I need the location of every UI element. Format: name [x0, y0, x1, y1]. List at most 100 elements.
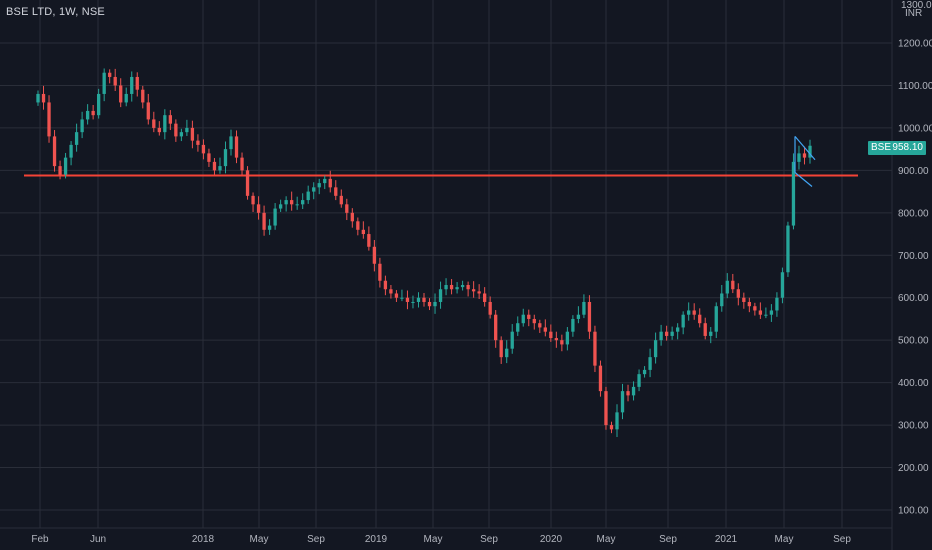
price-tick-label: 300.00	[898, 421, 929, 432]
candle-body	[323, 178, 327, 184]
candle-body	[179, 132, 184, 137]
candle-body	[797, 153, 801, 162]
candle-body	[758, 310, 763, 315]
candle-body	[389, 289, 393, 294]
price-tick-label: 200.00	[898, 463, 929, 474]
candle-body	[124, 93, 128, 103]
candle-body	[52, 136, 57, 167]
candle-body	[168, 115, 172, 124]
candle-body	[97, 93, 101, 116]
candle-body	[416, 297, 421, 302]
candle-body	[251, 195, 255, 205]
candle-body	[102, 72, 106, 94]
candle-body	[670, 331, 674, 336]
candle-body	[532, 318, 536, 324]
time-tick-label: Jun	[90, 534, 106, 545]
candle-body	[571, 318, 575, 332]
candle-body	[698, 314, 702, 324]
candle-body	[488, 301, 492, 315]
candle-body	[687, 310, 691, 315]
trendline-layer[interactable]	[794, 136, 816, 187]
candle-body	[565, 331, 570, 345]
time-axis[interactable]: Feb Jun 2018 May Sep 2019 May Sep 2020 May Sep 2021…	[31, 534, 851, 545]
candle-body	[91, 110, 95, 116]
candle-body	[273, 208, 277, 226]
price-tag-value: 958.10	[892, 142, 923, 153]
candle-body	[47, 102, 51, 137]
candle-body	[642, 369, 647, 375]
candle-body	[234, 136, 239, 158]
candle-body	[554, 338, 558, 341]
candle-body	[240, 157, 244, 171]
candle-body	[742, 297, 746, 302]
candle-body	[725, 280, 729, 294]
time-tick-label: Sep	[833, 534, 851, 545]
symbol-title[interactable]: BSE LTD, 1W, NSE	[6, 6, 105, 18]
candle-body	[328, 178, 332, 188]
candle-body	[400, 297, 404, 299]
candle-body	[229, 136, 233, 150]
currency-label: INR	[905, 8, 922, 19]
candle-body	[747, 301, 751, 307]
candle-body	[455, 287, 459, 290]
candle-body	[609, 425, 614, 430]
candle-body	[736, 289, 740, 298]
time-tick-label: May	[775, 534, 794, 545]
candle-body	[709, 331, 713, 336]
candle-body	[339, 195, 343, 205]
candle-body	[648, 357, 652, 370]
candle-body	[466, 284, 470, 290]
candle-body	[85, 110, 90, 120]
candle-body	[483, 293, 487, 302]
candle-body	[190, 127, 195, 141]
candle-body	[582, 301, 586, 315]
candle-body	[510, 331, 514, 349]
time-tick-label: Sep	[480, 534, 498, 545]
candle-body	[278, 204, 283, 209]
last-price-tag: BSE 958.10	[868, 141, 926, 155]
candle-body	[598, 365, 603, 392]
price-tick-label: 700.00	[898, 251, 929, 262]
candle-body	[361, 229, 365, 235]
time-tick-label: 2019	[365, 534, 388, 545]
candle-body	[714, 306, 718, 332]
candle-body	[290, 200, 294, 205]
candle-body	[80, 119, 84, 133]
candle-body	[174, 123, 178, 137]
candle-body	[345, 204, 349, 213]
candle-body	[438, 289, 443, 302]
candle-body	[587, 301, 592, 332]
candle-body	[808, 145, 812, 158]
candle-body	[141, 89, 145, 103]
candle-body	[460, 284, 465, 288]
candle-body	[499, 340, 503, 358]
candle-body	[74, 132, 79, 145]
candle-body	[521, 314, 525, 324]
candle-body	[41, 93, 46, 103]
candle-body	[201, 144, 206, 154]
trendline-upper[interactable]	[794, 136, 816, 161]
candle-body	[681, 314, 685, 328]
candle-body	[703, 323, 707, 336]
chart-grid	[0, 0, 892, 528]
candle-body	[549, 331, 553, 339]
candle-body	[505, 348, 509, 358]
candle-body	[135, 76, 139, 90]
candle-body	[769, 310, 774, 315]
candle-body	[383, 280, 388, 290]
candle-body	[284, 200, 288, 205]
candle-body	[653, 340, 658, 358]
candle-body	[576, 314, 581, 319]
candle-body	[405, 297, 410, 302]
time-tick-label: Feb	[31, 534, 49, 545]
candle-body	[433, 301, 437, 307]
candle-body	[604, 391, 608, 426]
candle-body	[780, 272, 785, 298]
candle-body	[516, 323, 520, 332]
candle-body	[163, 115, 167, 133]
trendline-lower[interactable]	[794, 172, 813, 187]
price-tick-label: 400.00	[898, 378, 929, 389]
candle-body	[427, 301, 432, 307]
